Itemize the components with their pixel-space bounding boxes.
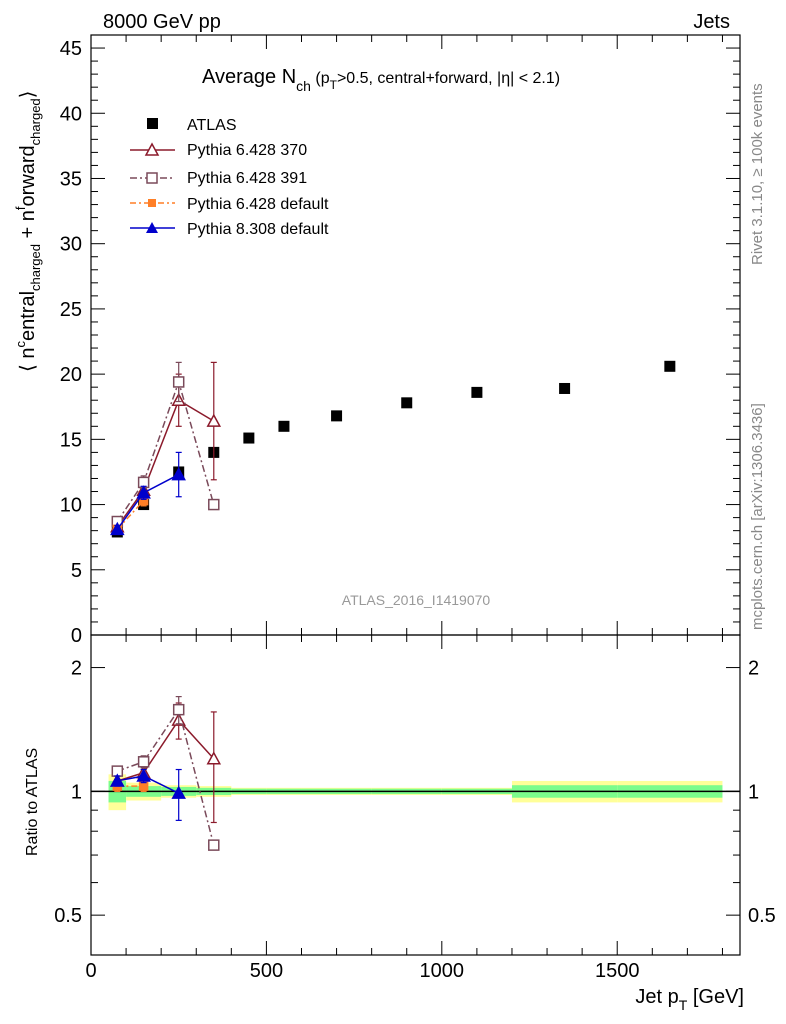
ratio-series-3-point <box>136 768 151 782</box>
atlas-data-point <box>559 382 571 394</box>
atlas-data-point <box>243 432 255 444</box>
legend-marker-p8def <box>146 222 158 233</box>
legend-marker-p391 <box>146 172 158 184</box>
y-axis-label-open: ⟨ n <box>17 348 39 372</box>
y-axis-label-sub1: charged <box>28 244 43 291</box>
y-axis-label-word2: orward <box>17 145 39 206</box>
x-tick-label: 0 <box>85 960 96 982</box>
title-main: Average N <box>202 66 296 88</box>
mcplots-text: mcplots.cern.ch [arXiv:1306.3436] <box>749 403 766 630</box>
series-2-line <box>116 500 145 530</box>
ratio-y-tick-label: 2 <box>71 658 82 680</box>
title-cut-sub: T <box>330 78 338 92</box>
y-axis-label-close: ⟩ <box>17 91 39 99</box>
x-axis-label-sub: T <box>679 997 688 1013</box>
y-tick-label: 25 <box>60 299 82 321</box>
ratio-series-1-line <box>117 707 215 846</box>
analysis-id: ATLAS_2016_I1419070 <box>342 592 491 608</box>
atlas-data-point <box>471 386 483 398</box>
x-axis-label-main: Jet p <box>635 986 678 1008</box>
y-tick-label: 10 <box>60 495 82 517</box>
ratio-y-tick-label: 0.5 <box>54 905 82 927</box>
ratio-series-1-point <box>208 839 220 851</box>
x-tick-label: 1500 <box>595 960 640 982</box>
ratio-panel-ticks: 0 500 1000 1500 0.5 0.5 1 1 2 2 <box>54 635 776 982</box>
atlas-data-point <box>278 420 290 432</box>
series-3-point <box>136 485 151 499</box>
ratio-y-tick-label: 1 <box>71 781 82 803</box>
ratio-y-tick-label-right: 1 <box>748 781 759 803</box>
legend-marker-p6def <box>148 199 156 207</box>
legend-label-p6def: Pythia 6.428 default <box>187 196 329 213</box>
ratio-y-tick-label-right: 2 <box>748 658 759 680</box>
series-3-point <box>171 466 186 481</box>
x-tick-label: 500 <box>250 960 283 982</box>
y-axis-label-sup1: c <box>13 341 28 348</box>
legend-label-p8def: Pythia 8.308 default <box>187 221 329 238</box>
series-1-line <box>116 379 215 522</box>
series-0-line <box>116 399 215 528</box>
ratio-series-3-point <box>171 785 186 799</box>
atlas-data-point <box>401 397 413 409</box>
legend-marker-p370 <box>144 142 160 156</box>
x-axis-label: Jet pT [GeV] <box>635 986 744 1013</box>
y-tick-label: 5 <box>71 560 82 582</box>
main-panel-ticks: 0 5 10 15 20 25 30 35 40 45 <box>60 35 740 647</box>
y-tick-label: 40 <box>60 103 82 125</box>
legend-label-p391: Pythia 6.428 391 <box>187 170 307 187</box>
main-series-layer <box>110 360 676 538</box>
ratio-y-tick-label-right: 0.5 <box>748 905 776 927</box>
series-3-point <box>110 521 125 536</box>
y-tick-label: 0 <box>71 625 82 647</box>
y-tick-label: 15 <box>60 429 82 451</box>
y-tick-label: 45 <box>60 38 82 60</box>
ratio-bands <box>91 774 740 811</box>
ratio-series-2-point <box>138 781 149 791</box>
y-axis-label: ⟨ ncentralcharged + nforwardcharged⟩ <box>13 91 43 372</box>
legend-label-atlas: ATLAS <box>187 117 237 134</box>
atlas-data-point <box>664 360 676 372</box>
chart-title: Average Nch (pT>0.5, central+forward, |η… <box>202 66 560 94</box>
ratio-series-layer <box>110 695 222 851</box>
x-axis-label-unit: [GeV] <box>687 986 744 1008</box>
ratio-series-1-point <box>137 756 150 768</box>
ratio-y-axis-label: Ratio to ATLAS <box>24 748 41 856</box>
legend-label-p370: Pythia 6.428 370 <box>187 142 307 159</box>
title-cut-post: >0.5, central+forward, |η| < 2.1) <box>337 70 560 87</box>
series-1-point <box>208 498 220 511</box>
y-axis-label-sub2: charged <box>28 98 43 145</box>
title-cut-pre: (p <box>311 70 330 87</box>
header-right: Jets <box>693 11 730 33</box>
ratio-series-1-point <box>172 703 185 716</box>
x-tick-label: 1000 <box>420 960 465 982</box>
ratio-plot-frame <box>90 634 741 956</box>
y-axis-label-plus: + n <box>17 210 39 244</box>
series-1-point <box>172 376 185 388</box>
title-sub: ch <box>296 78 311 94</box>
series-0-point <box>206 413 222 427</box>
ratio-series-0-line <box>117 718 215 782</box>
header-left: 8000 GeV pp <box>103 11 221 33</box>
ratio-series-0-point <box>206 751 222 765</box>
ratio-series-3-point <box>110 773 125 787</box>
y-tick-label: 35 <box>60 168 82 190</box>
y-axis-label-word1: entral <box>17 291 39 341</box>
legend: ATLAS Pythia 6.428 370 Pythia 6.428 391 … <box>130 117 329 238</box>
atlas-data-point <box>331 410 343 422</box>
y-axis-label-sup2: f <box>13 206 28 210</box>
y-tick-label: 30 <box>60 234 82 256</box>
legend-marker-atlas <box>147 118 158 129</box>
y-tick-label: 20 <box>60 364 82 386</box>
rivet-version-text: Rivet 3.1.10, ≥ 100k events <box>749 83 766 265</box>
